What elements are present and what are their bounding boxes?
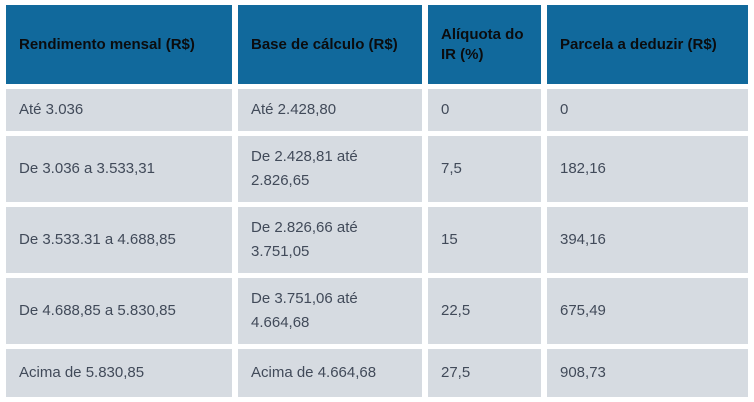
cell-rendimento-mensal: De 3.533.31 a 4.688,85 xyxy=(6,207,232,273)
table-row-5: Acima de 5.830,85 Acima de 4.664,68 27,5… xyxy=(6,349,748,397)
column-header-aliquota-ir: Alíquota do IR (%) xyxy=(428,5,541,84)
cell-rendimento-mensal: Acima de 5.830,85 xyxy=(6,349,232,397)
table-row-4: De 4.688,85 a 5.830,85 De 3.751,06 até 4… xyxy=(6,278,748,344)
cell-parcela-a-deduzir: 675,49 xyxy=(547,278,748,344)
cell-base-de-calculo: De 3.751,06 até 4.664,68 xyxy=(238,278,422,344)
cell-base-de-calculo: De 2.826,66 até 3.751,05 xyxy=(238,207,422,273)
cell-base-de-calculo: Até 2.428,80 xyxy=(238,89,422,131)
cell-base-de-calculo: De 2.428,81 até 2.826,65 xyxy=(238,136,422,202)
cell-aliquota-ir: 22,5 xyxy=(428,278,541,344)
table-row-3: De 3.533.31 a 4.688,85 De 2.826,66 até 3… xyxy=(6,207,748,273)
cell-base-de-calculo: Acima de 4.664,68 xyxy=(238,349,422,397)
cell-parcela-a-deduzir: 0 xyxy=(547,89,748,131)
table-row-1: Até 3.036 Até 2.428,80 0 0 xyxy=(6,89,748,131)
column-header-base-de-calculo: Base de cálculo (R$) xyxy=(238,5,422,84)
column-header-rendimento-mensal: Rendimento mensal (R$) xyxy=(6,5,232,84)
cell-parcela-a-deduzir: 182,16 xyxy=(547,136,748,202)
cell-aliquota-ir: 7,5 xyxy=(428,136,541,202)
cell-rendimento-mensal: Até 3.036 xyxy=(6,89,232,131)
cell-rendimento-mensal: De 3.036 a 3.533,31 xyxy=(6,136,232,202)
cell-rendimento-mensal: De 4.688,85 a 5.830,85 xyxy=(6,278,232,344)
header-row: Rendimento mensal (R$) Base de cálculo (… xyxy=(6,5,748,84)
cell-aliquota-ir: 15 xyxy=(428,207,541,273)
table-row-2: De 3.036 a 3.533,31 De 2.428,81 até 2.82… xyxy=(6,136,748,202)
cell-aliquota-ir: 27,5 xyxy=(428,349,541,397)
cell-parcela-a-deduzir: 908,73 xyxy=(547,349,748,397)
column-header-parcela-a-deduzir: Parcela a deduzir (R$) xyxy=(547,5,748,84)
cell-parcela-a-deduzir: 394,16 xyxy=(547,207,748,273)
cell-aliquota-ir: 0 xyxy=(428,89,541,131)
